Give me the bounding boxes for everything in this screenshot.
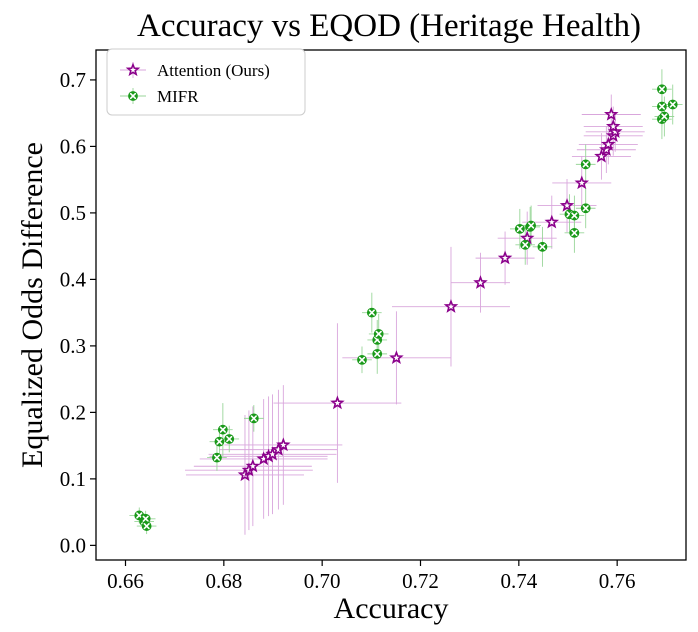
x-axis-label: Accuracy [334,592,449,625]
data-point-x-circle-22 [580,159,591,170]
data-point-star-16 [574,175,590,190]
y-tick-label: 0.1 [60,467,86,491]
y-tick-label: 0.0 [60,533,86,557]
legend-entries: Attention (Ours) MIFR [120,61,270,106]
chart-title: Accuracy vs EQOD (Heritage Health) [137,8,641,44]
data-point-star-8 [330,395,345,410]
data-point-x-circle-18 [537,241,548,252]
data-point-x-circle-28 [667,99,678,110]
data-point-x-circle-3 [141,521,152,531]
x-tick-label: 0.76 [599,569,636,593]
data-point-x-circle-23 [580,203,591,214]
data-point-star-11 [473,275,488,289]
data-point-star-15 [559,197,575,212]
data-point-star-2 [245,458,261,473]
data-point-star-22 [605,118,621,133]
data-point-x-circle-2 [140,513,151,524]
legend-marker-x-circle [128,91,138,101]
data-point-x-circle-9 [357,354,367,365]
y-tick-label: 0.4 [60,267,87,291]
data-point-star-7 [276,437,291,452]
data-point-x-circle-15 [520,239,531,250]
y-axis-label: Equalized Odds Difference [16,142,49,468]
data-point-x-circle-24 [657,84,667,95]
data-point-x-circle-11 [372,348,383,359]
data-point-x-circle-27 [659,111,670,122]
legend-box [106,48,306,116]
legend-label: MIFR [157,87,199,106]
data-point-star-9 [389,350,404,365]
y-tick-label: 0.6 [60,134,86,158]
markers-layer [134,84,678,531]
data-point-x-circle-21 [569,227,580,238]
data-point-star-10 [443,299,459,313]
x-axis: 0.66 0.68 0.70 0.72 0.74 0.76 [107,560,636,593]
data-point-x-circle-20 [569,210,580,221]
y-tick-label: 0.7 [60,68,86,92]
data-point-star-12 [497,250,513,265]
x-tick-label: 0.66 [107,569,144,593]
data-point-star-17 [594,148,609,163]
errorbars-layer [129,69,683,535]
data-point-x-circle-4 [212,452,222,463]
data-point-x-circle-6 [217,424,228,435]
x-tick-label: 0.74 [500,569,537,593]
y-tick-label: 0.5 [60,201,86,225]
data-point-x-circle-14 [514,223,525,234]
x-tick-label: 0.70 [304,569,341,593]
x-tick-label: 0.68 [205,569,242,593]
legend-entry-star: Attention (Ours) [120,61,270,80]
data-point-x-circle-13 [373,329,384,339]
data-point-x-circle-25 [657,101,667,112]
plot-frame [95,49,687,561]
data-point-star-19 [601,136,616,151]
legend-entry-x-circle: MIFR [120,87,199,106]
legend: Attention (Ours) MIFR [106,48,306,116]
data-point-x-circle-7 [224,434,235,444]
data-point-x-circle-8 [248,413,259,424]
data-point-x-circle-5 [214,436,225,447]
legend-marker-star [125,62,141,77]
y-axis: 0.0 0.1 0.2 0.3 0.4 0.5 0.6 0.7 [60,68,96,557]
x-tick-label: 0.72 [402,569,439,593]
data-point-x-circle-10 [366,307,377,318]
y-tick-label: 0.2 [60,400,86,424]
data-point-star-14 [544,214,560,229]
data-point-star-23 [603,106,619,121]
y-tick-label: 0.3 [60,334,86,358]
data-point-x-circle-17 [526,220,537,231]
legend-label: Attention (Ours) [157,61,270,80]
